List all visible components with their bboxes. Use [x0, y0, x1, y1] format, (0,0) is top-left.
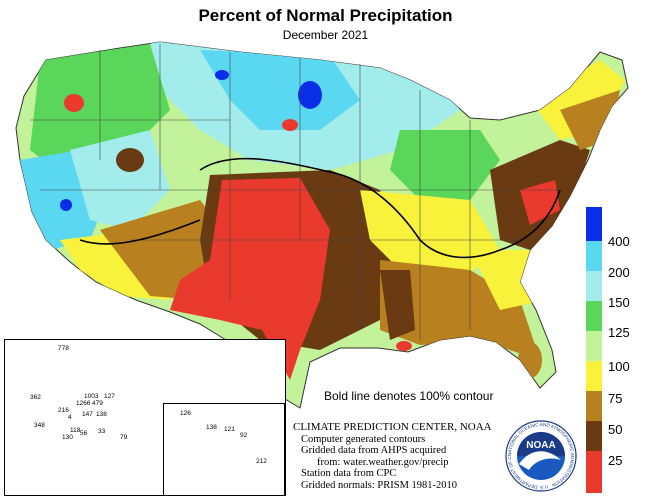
legend-label-50: 50 [608, 422, 623, 437]
hawaii-station: 92 [240, 432, 248, 439]
noaa-logo-text: NOAA [526, 440, 555, 451]
credit-line: Gridded data from AHPS acquired [301, 445, 447, 457]
alaska-station: 147 [82, 411, 93, 418]
zone-louisiana-dark [380, 270, 415, 340]
spot-idaho-red [64, 94, 84, 112]
legend-label-150: 150 [608, 295, 630, 310]
legend-label-25: 25 [608, 453, 623, 468]
credit-line: Gridded normals: PRISM 1981-2010 [301, 479, 458, 491]
hawaii-station: 126 [180, 410, 191, 417]
hawaii-station: 212 [256, 458, 267, 465]
map-subtitle: December 2021 [282, 28, 369, 42]
spot-florida-dark [518, 342, 542, 378]
credits: CLIMATE PREDICTION CENTER, NOAA Computer… [293, 421, 492, 492]
alaska-station: 1003 [84, 393, 99, 400]
noaa-logo-graphic: NOAA NATIONAL OCEANIC AND ATMOSPHERIC AD… [503, 416, 577, 492]
hawaii-station: 138 [206, 424, 217, 431]
credit-line: from: water.weather.gov/precip [317, 456, 449, 468]
alaska-station: 4 [68, 414, 72, 421]
spot-utah-brown [116, 148, 144, 172]
alaska-station: 130 [62, 434, 73, 441]
legend-swatch-200 [586, 241, 602, 271]
state-borders [30, 44, 560, 340]
legend-swatch-0 [586, 451, 602, 493]
alaska-station: 56 [80, 430, 88, 437]
legend-swatch-150 [586, 271, 602, 301]
alaska-station: 1266 [76, 400, 91, 407]
legend-label-100: 100 [608, 359, 630, 374]
legend-swatch-25 [586, 421, 602, 451]
zone-great-basin [70, 130, 170, 230]
legend-swatch-100 [586, 331, 602, 361]
alaska-station: 348 [34, 422, 45, 429]
spot-gulf-red [396, 341, 412, 351]
spot-montana-blue [298, 81, 322, 109]
legend-label-75: 75 [608, 391, 623, 406]
legend-swatch-75 [586, 361, 602, 391]
alaska-station: 362 [30, 394, 41, 401]
hawaii-station: 121 [224, 426, 235, 433]
spot-dakota-blue [215, 70, 229, 80]
credit-line: Computer generated contours [301, 433, 426, 445]
credit-line: CLIMATE PREDICTION CENTER, NOAA [293, 421, 492, 433]
alaska-station: 127 [104, 393, 115, 400]
legend-swatch-50 [586, 391, 602, 421]
hawaii-inset [163, 403, 285, 496]
legend-label-400: 400 [608, 234, 630, 249]
alaska-station: 778 [58, 345, 69, 352]
zone-texas-red [170, 178, 330, 380]
contour-note: Bold line denotes 100% contour [324, 389, 494, 403]
100pct-contour [79, 157, 561, 259]
alaska-station: 138 [96, 411, 107, 418]
alaska-station: 33 [98, 428, 106, 435]
legend-label-200: 200 [608, 265, 630, 280]
legend-swatch-125 [586, 301, 602, 331]
zone-midwest-green [390, 130, 500, 200]
zone-north-cyan [200, 50, 360, 130]
spot-nevada-blue [60, 199, 72, 211]
zone-carolina-red [520, 180, 560, 225]
alaska-station: 216 [58, 407, 69, 414]
alaska-station: 79 [120, 434, 128, 441]
noaa-logo: NOAA NATIONAL OCEANIC AND ATMOSPHERIC AD… [503, 416, 577, 492]
credit-line: Station data from CPC [301, 468, 397, 480]
map-title: Percent of Normal Precipitation [198, 6, 453, 25]
legend-swatch-400 [586, 207, 602, 241]
alaska-station: 118 [70, 427, 81, 434]
legend-label-125: 125 [608, 325, 630, 340]
alaska-station: 479 [92, 400, 103, 407]
spot-wyoming-red [282, 119, 298, 131]
